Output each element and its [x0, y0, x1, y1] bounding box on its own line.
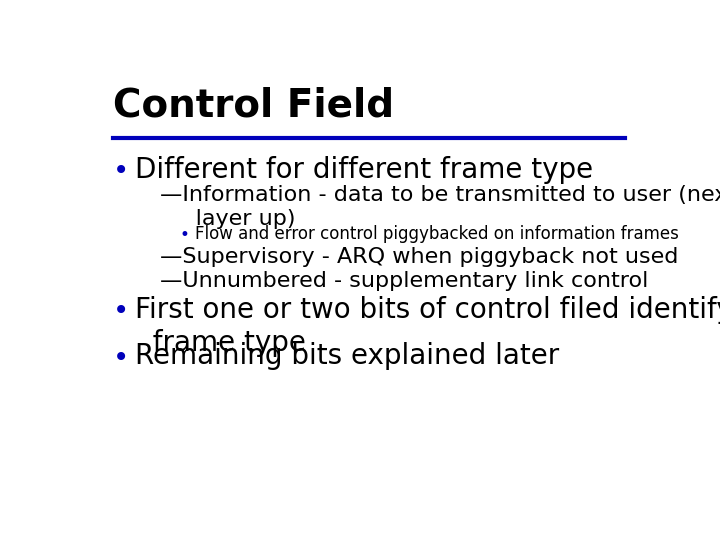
Text: Flow and error control piggybacked on information frames: Flow and error control piggybacked on in…	[194, 225, 678, 243]
Text: •: •	[179, 226, 189, 244]
Text: —Unnumbered - supplementary link control: —Unnumbered - supplementary link control	[160, 271, 648, 291]
Text: Control Field: Control Field	[113, 86, 395, 124]
Text: First one or two bits of control filed identify
  frame type: First one or two bits of control filed i…	[135, 296, 720, 357]
Text: —Information - data to be transmitted to user (next
     layer up): —Information - data to be transmitted to…	[160, 185, 720, 229]
Text: Different for different frame type: Different for different frame type	[135, 156, 593, 184]
Text: Remaining bits explained later: Remaining bits explained later	[135, 342, 559, 370]
Text: —Supervisory - ARQ when piggyback not used: —Supervisory - ARQ when piggyback not us…	[160, 247, 678, 267]
Text: •: •	[113, 343, 130, 372]
Text: •: •	[113, 298, 130, 325]
Text: •: •	[113, 157, 130, 185]
